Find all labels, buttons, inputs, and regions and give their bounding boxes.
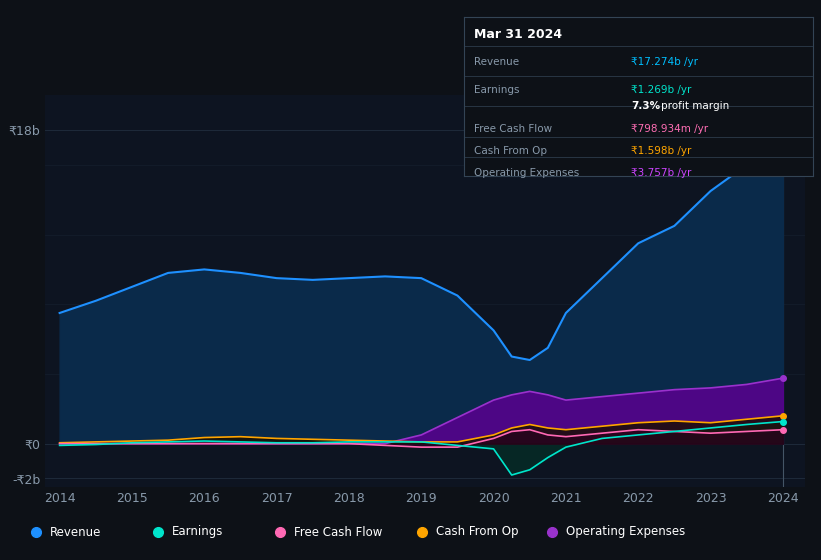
Text: Mar 31 2024: Mar 31 2024 [475,28,562,41]
Text: Operating Expenses: Operating Expenses [566,525,685,539]
Text: ₹3.757b /yr: ₹3.757b /yr [631,169,692,179]
Text: Revenue: Revenue [49,525,101,539]
Text: profit margin: profit margin [661,101,729,111]
Text: ₹1.598b /yr: ₹1.598b /yr [631,146,692,156]
Text: Operating Expenses: Operating Expenses [475,169,580,179]
Text: Earnings: Earnings [172,525,223,539]
Text: Free Cash Flow: Free Cash Flow [475,124,553,134]
Text: ₹17.274b /yr: ₹17.274b /yr [631,57,699,67]
Text: Revenue: Revenue [475,57,520,67]
Text: 7.3%: 7.3% [631,101,660,111]
Text: ₹798.934m /yr: ₹798.934m /yr [631,124,709,134]
Text: Cash From Op: Cash From Op [475,146,548,156]
Text: ₹1.269b /yr: ₹1.269b /yr [631,86,692,95]
Text: Earnings: Earnings [475,86,520,95]
Text: Free Cash Flow: Free Cash Flow [294,525,383,539]
Text: Cash From Op: Cash From Op [436,525,518,539]
